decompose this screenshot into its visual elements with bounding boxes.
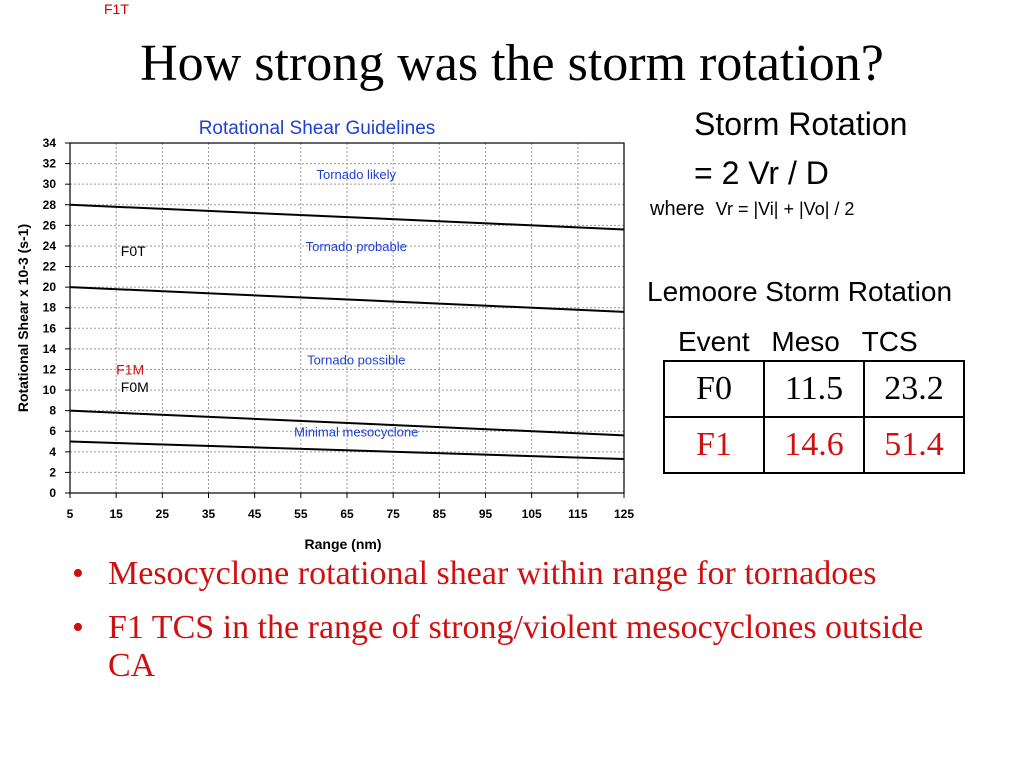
x-axis-label: Range (nm) — [305, 536, 382, 552]
table-header-meso: Meso — [771, 326, 840, 357]
formula-where-expr: Vr = |Vi| + |Vo| / 2 — [715, 199, 855, 219]
threshold-line — [69, 440, 625, 461]
y-tick-label: 18 — [43, 301, 57, 315]
bullet-dot-icon: • — [72, 555, 84, 592]
y-tick-label: 8 — [49, 404, 56, 418]
y-tick-label: 30 — [43, 177, 57, 191]
band-label: Tornado likely — [316, 167, 396, 182]
table-cell-meso: 14.6 — [763, 416, 865, 474]
y-tick-label: 26 — [43, 218, 57, 232]
rotational-shear-chart: Rotational Shear Guidelines 5 15 25 35 45 55 65… — [14, 108, 642, 558]
bullet-dot-icon: • — [72, 609, 84, 646]
x-tick-label: 85 — [433, 507, 447, 521]
x-tick-label: 15 — [109, 507, 123, 521]
formula-title: Storm Rotation — [694, 106, 908, 142]
y-axis-label: Rotational Shear x 10-3 (s-1) — [15, 224, 31, 412]
threshold-line — [69, 203, 625, 231]
x-tick-label: 115 — [568, 507, 588, 521]
chart-annotation: F1M — [116, 362, 144, 378]
y-tick-label: 28 — [43, 198, 57, 212]
band-label: Minimal mesocyclone — [294, 424, 418, 439]
x-tick-label: 95 — [479, 507, 493, 521]
bullet-item: • Mesocyclone rotational shear within ran… — [72, 555, 972, 593]
chart-svg: Rotational Shear Guidelines 5 15 25 35 45 55 65… — [15, 118, 634, 552]
table-title: Lemoore Storm Rotation — [647, 276, 953, 307]
formula-equation: = 2 Vr / D — [694, 155, 829, 191]
y-tick-label: 20 — [43, 280, 57, 294]
y-tick-label: 2 — [49, 465, 56, 479]
y-tick-label: 34 — [43, 136, 57, 150]
x-tick-label: 125 — [614, 507, 634, 521]
corner-label: F1T — [104, 1, 129, 17]
x-tick-label: 55 — [294, 507, 308, 521]
y-tick-label: 22 — [43, 260, 57, 274]
formula-where-word: where — [650, 198, 705, 220]
table-headers: Event Meso TCS — [678, 326, 932, 358]
table-cell-meso: 11.5 — [763, 360, 865, 418]
bullet-item: • F1 TCS in the range of strong/violent m… — [72, 609, 972, 685]
y-tick-label: 0 — [49, 486, 56, 500]
x-tick-label: 75 — [386, 507, 400, 521]
x-tick-label: 45 — [248, 507, 262, 521]
storm-rotation-table: F0 11.5 23.2 F1 14.6 51.4 — [663, 360, 965, 474]
y-tick-label: 12 — [43, 362, 57, 376]
threshold-line — [69, 286, 625, 313]
table-cell-event: F0 — [663, 360, 765, 418]
bullet-list: • Mesocyclone rotational shear within ran… — [72, 555, 972, 701]
chart-annotation: F0T — [121, 243, 146, 259]
y-tick-label: 16 — [43, 321, 57, 335]
table-row: F0 11.5 23.2 — [663, 360, 965, 418]
y-tick-label: 24 — [43, 239, 57, 253]
y-tick-label: 14 — [43, 342, 57, 356]
y-tick-label: 32 — [43, 157, 57, 171]
bullet-text: Mesocyclone rotational shear within rang… — [108, 555, 877, 592]
table-header-tcs: TCS — [861, 326, 918, 357]
chart-title: Rotational Shear Guidelines — [199, 118, 436, 139]
threshold-line — [69, 409, 625, 437]
formula-where: where Vr = |Vi| + |Vo| / 2 — [650, 198, 854, 221]
table-cell-tcs: 51.4 — [863, 416, 965, 474]
x-tick-label: 5 — [67, 507, 74, 521]
y-tick-label: 6 — [49, 424, 56, 438]
y-tick-label: 10 — [43, 383, 57, 397]
table-row: F1 14.6 51.4 — [663, 416, 965, 474]
x-tick-label: 65 — [340, 507, 354, 521]
bullet-text: F1 TCS in the range of strong/violent me… — [108, 609, 924, 684]
slide-title: How strong was the storm rotation? — [140, 35, 884, 92]
table-cell-tcs: 23.2 — [863, 360, 965, 418]
x-tick-label: 105 — [522, 507, 542, 521]
band-label: Tornado probable — [306, 239, 407, 254]
x-tick-label: 35 — [202, 507, 216, 521]
table-cell-event: F1 — [663, 416, 765, 474]
table-header-event: Event — [678, 326, 750, 357]
band-label: Tornado possible — [307, 352, 405, 367]
chart-annotation: F0M — [121, 379, 149, 395]
x-tick-label: 25 — [156, 507, 170, 521]
y-tick-label: 4 — [49, 445, 56, 459]
